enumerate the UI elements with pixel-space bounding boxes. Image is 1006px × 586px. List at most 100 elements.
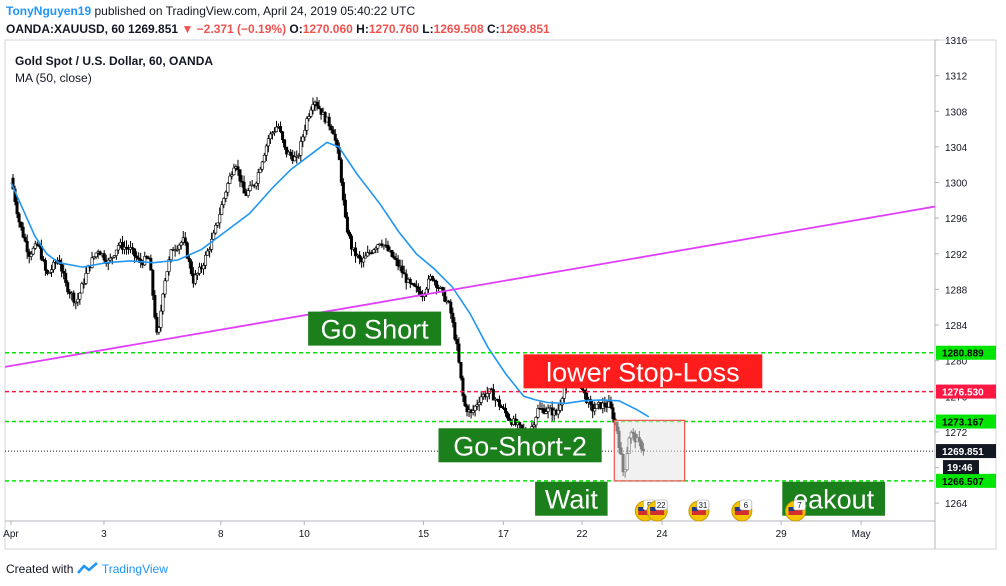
- last-price-tag: [936, 444, 996, 459]
- x-tick-label: 24: [656, 529, 668, 540]
- candle-body: [49, 269, 53, 273]
- candle-body: [242, 181, 246, 194]
- candle-body: [175, 248, 179, 251]
- candle-body: [293, 156, 297, 162]
- candle-body: [266, 138, 270, 147]
- candle-body: [366, 252, 370, 257]
- candle-body: [408, 278, 412, 284]
- candle-body: [295, 155, 299, 158]
- symbol-text: OANDA:XAUUSD, 60: [6, 22, 125, 36]
- candle-body: [183, 237, 187, 244]
- level-price-label: 1276.530: [942, 388, 984, 399]
- candle-body: [475, 404, 479, 407]
- open-value: 1270.060: [302, 22, 353, 36]
- candle-body: [339, 159, 343, 183]
- candle-body: [299, 141, 303, 156]
- candle-body: [120, 242, 124, 250]
- close-value: 1269.851: [499, 22, 550, 36]
- candle-body: [212, 232, 216, 240]
- candle-body: [218, 214, 222, 224]
- candle-body: [202, 265, 206, 270]
- candle-body: [41, 259, 45, 261]
- range-box[interactable]: [613, 419, 686, 482]
- candle-body: [499, 406, 503, 408]
- candle-body: [31, 247, 35, 255]
- candle-body: [457, 343, 461, 363]
- author-link[interactable]: TonyNguyen19: [6, 4, 92, 18]
- candle-body: [82, 283, 86, 285]
- candle-body: [504, 407, 508, 414]
- candle-body: [145, 256, 149, 259]
- annotation-box[interactable]: [438, 428, 602, 463]
- event-flag-stripes: [734, 507, 749, 515]
- annotation-text: lower Stop-Loss: [546, 357, 740, 387]
- candle-body: [558, 404, 562, 411]
- event-flag-canton: [650, 507, 657, 511]
- candle-body: [274, 126, 278, 132]
- event-flag-stripes: [650, 507, 665, 515]
- candle-body: [506, 412, 510, 419]
- candle-body: [151, 269, 155, 296]
- candle-body: [116, 245, 120, 251]
- candle-body: [62, 270, 66, 274]
- candle-body: [603, 402, 607, 407]
- trend-line[interactable]: [4, 205, 936, 368]
- legend-indicator[interactable]: MA (50, close): [15, 71, 92, 85]
- annotation-box[interactable]: [308, 311, 442, 346]
- event-flag-canton: [691, 507, 698, 511]
- candle-body: [214, 224, 218, 234]
- candle-body: [329, 125, 333, 131]
- candle-body: [19, 221, 23, 228]
- candle-body: [309, 109, 313, 117]
- candle-body: [380, 243, 384, 246]
- candle-body: [453, 322, 457, 340]
- ma50-line: [10, 141, 650, 418]
- candle-body: [149, 257, 153, 271]
- candle-body: [449, 301, 453, 314]
- candle-body: [374, 247, 378, 251]
- candle-body: [270, 132, 274, 135]
- candle-body: [305, 118, 309, 131]
- candle-body: [461, 377, 465, 397]
- annotation-box[interactable]: [535, 481, 608, 516]
- candle-body: [589, 399, 593, 405]
- candle-body: [283, 139, 287, 148]
- candle-body: [33, 243, 37, 249]
- y-tick-label: 1272: [945, 428, 968, 439]
- candle-body: [479, 396, 483, 403]
- level-price-label: 1273.167: [942, 418, 984, 429]
- candle-body: [402, 272, 406, 275]
- candle-body: [491, 389, 495, 401]
- countdown-tag: [943, 460, 979, 475]
- candle-body: [362, 257, 366, 263]
- candle-body: [279, 126, 283, 133]
- annotation-text: eakout: [793, 485, 875, 515]
- tradingview-brand[interactable]: TradingView: [101, 562, 168, 576]
- candle-body: [232, 167, 236, 176]
- event-flag-canton: [638, 507, 645, 511]
- change-text: −2.371 (−0.19%): [196, 22, 287, 36]
- y-tick-label: 1304: [945, 143, 968, 154]
- candle-body: [84, 273, 88, 284]
- candle-body: [455, 338, 459, 345]
- candle-body: [43, 260, 47, 271]
- candle-body: [546, 407, 550, 412]
- candle-body: [345, 216, 349, 233]
- candle-body: [585, 392, 589, 403]
- event-count-label: 7: [797, 501, 802, 510]
- candle-body: [396, 259, 400, 267]
- candle-body: [327, 116, 331, 127]
- candle-body: [210, 238, 214, 250]
- candle-body: [333, 133, 337, 141]
- candle-body: [400, 265, 404, 273]
- candle-body: [508, 417, 512, 422]
- candle-body: [593, 408, 597, 412]
- candle-body: [289, 151, 293, 156]
- candle-body: [416, 286, 420, 292]
- candle-body: [45, 270, 49, 275]
- annotation-box[interactable]: [523, 354, 763, 389]
- candle-body: [358, 254, 362, 259]
- y-tick-label: 1312: [945, 72, 968, 83]
- candle-body: [228, 175, 232, 184]
